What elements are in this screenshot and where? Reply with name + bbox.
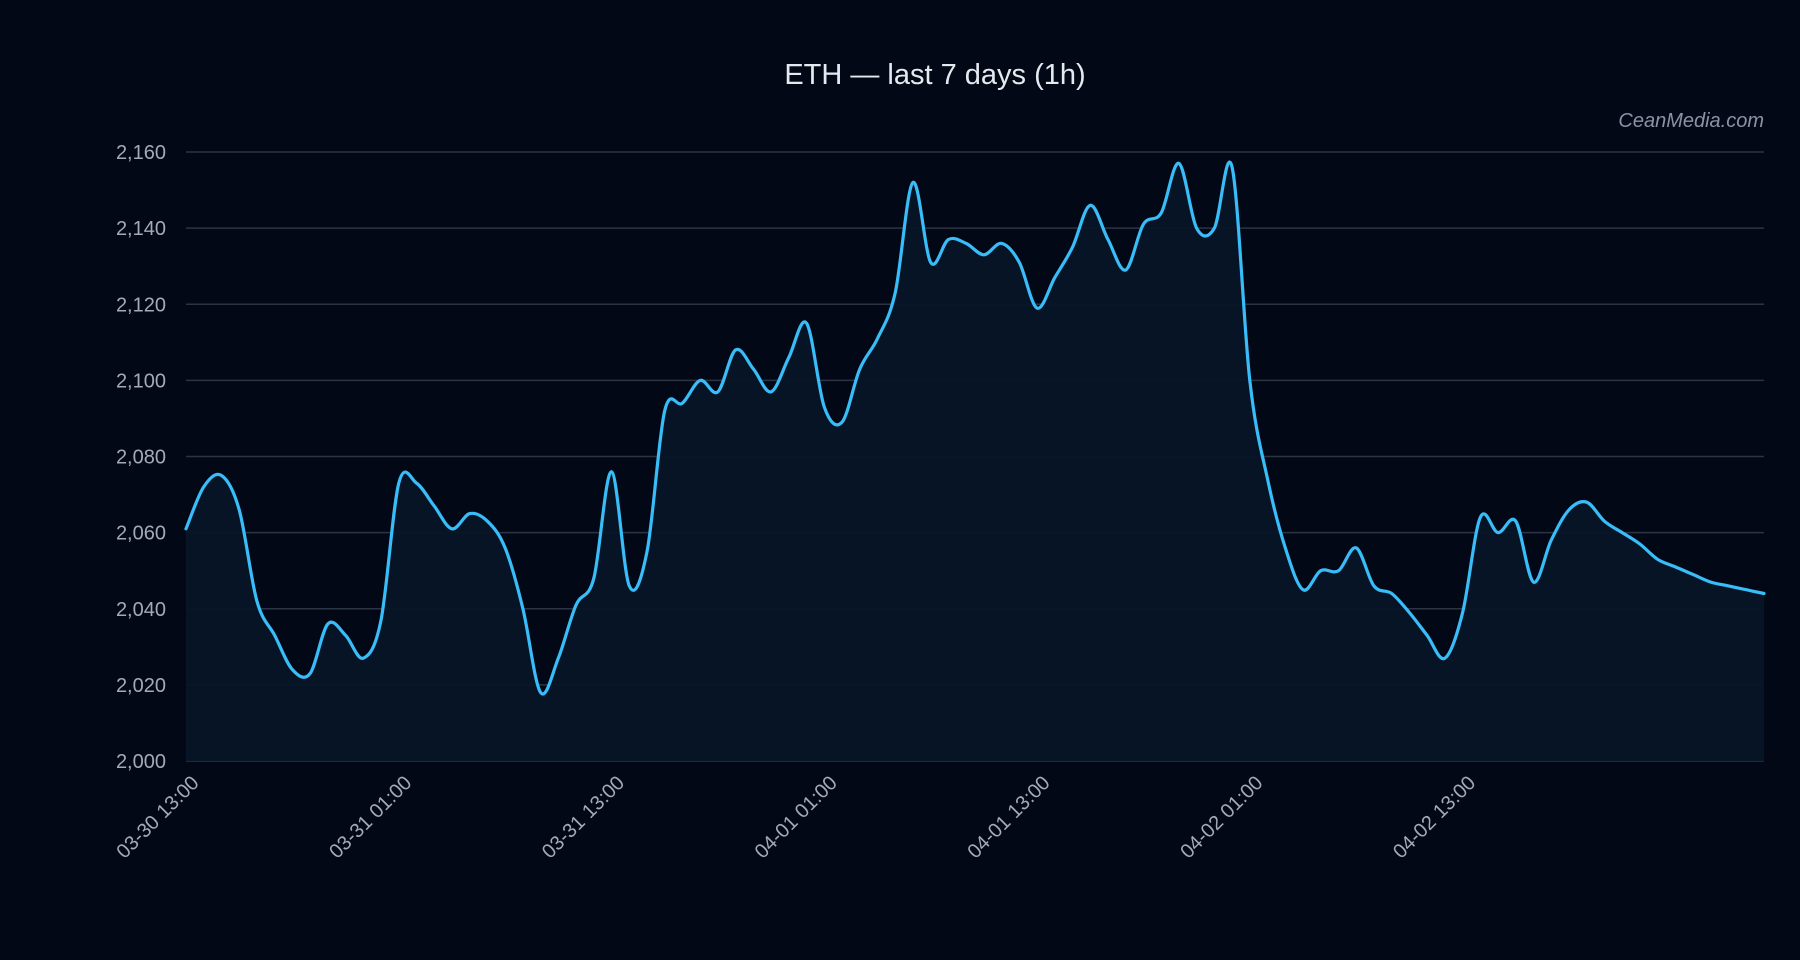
watermark: CeanMedia.com	[1618, 110, 1764, 132]
y-axis-ticks: 2,000 2,020 2,040 2,060 2,080 2,100 2,120 2,140…	[116, 142, 166, 773]
price-line	[184, 160, 1766, 696]
y-tick-label: 2,080	[116, 447, 166, 469]
area-fill	[186, 162, 1764, 762]
y-tick-label: 2,140	[116, 218, 166, 240]
series-line	[184, 160, 1766, 696]
y-tick-label: 2,040	[116, 599, 166, 621]
y-tick-label: 2,000	[116, 751, 166, 773]
price-area	[186, 162, 1764, 762]
y-tick-label: 2,160	[116, 142, 166, 164]
y-tick-label: 2,120	[116, 294, 166, 316]
chart-title: ETH — last 7 days (1h)	[784, 59, 1085, 91]
y-tick-label: 2,100	[116, 370, 166, 392]
y-tick-label: 2,020	[116, 675, 166, 697]
y-tick-label: 2,060	[116, 523, 166, 545]
